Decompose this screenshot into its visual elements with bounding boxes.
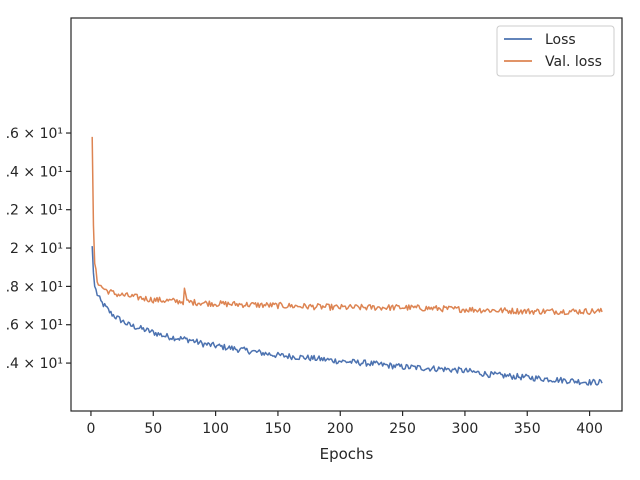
plot-area xyxy=(91,136,603,386)
y-tick-label: .4 × 10¹ xyxy=(6,164,63,180)
series-line-val-loss xyxy=(91,136,603,316)
x-tick-label: 150 xyxy=(265,421,292,437)
y-tick-label: 2 × 10¹ xyxy=(10,241,63,257)
x-tick-label: 50 xyxy=(144,421,162,437)
legend: Loss Val. loss xyxy=(496,25,615,77)
x-tick-label: 400 xyxy=(576,421,603,437)
x-tick-label: 350 xyxy=(514,421,541,437)
y-tick-label: .8 × 10¹ xyxy=(6,279,63,295)
legend-label: Loss xyxy=(545,32,576,48)
x-tick-label: 100 xyxy=(202,421,229,437)
y-tick-label: .4 × 10¹ xyxy=(6,356,63,372)
legend-label: Val. loss xyxy=(545,54,602,70)
axes: 0 50 100 150 200 250 300 350 400 .4 × 10¹ .6 × 10¹… xyxy=(6,17,623,437)
x-axis-title: Epochs xyxy=(320,445,374,463)
x-tick-label: 300 xyxy=(452,421,479,437)
x-tick-label: 0 xyxy=(86,421,95,437)
y-tick-label: .6 × 10¹ xyxy=(6,318,63,334)
y-tick-label: .6 × 10¹ xyxy=(6,126,63,142)
x-tick-label: 200 xyxy=(327,421,354,437)
x-tick-label: 250 xyxy=(389,421,416,437)
plot-frame xyxy=(70,17,623,412)
series-line-loss xyxy=(91,246,603,386)
y-tick-label: .2 × 10¹ xyxy=(6,203,63,219)
